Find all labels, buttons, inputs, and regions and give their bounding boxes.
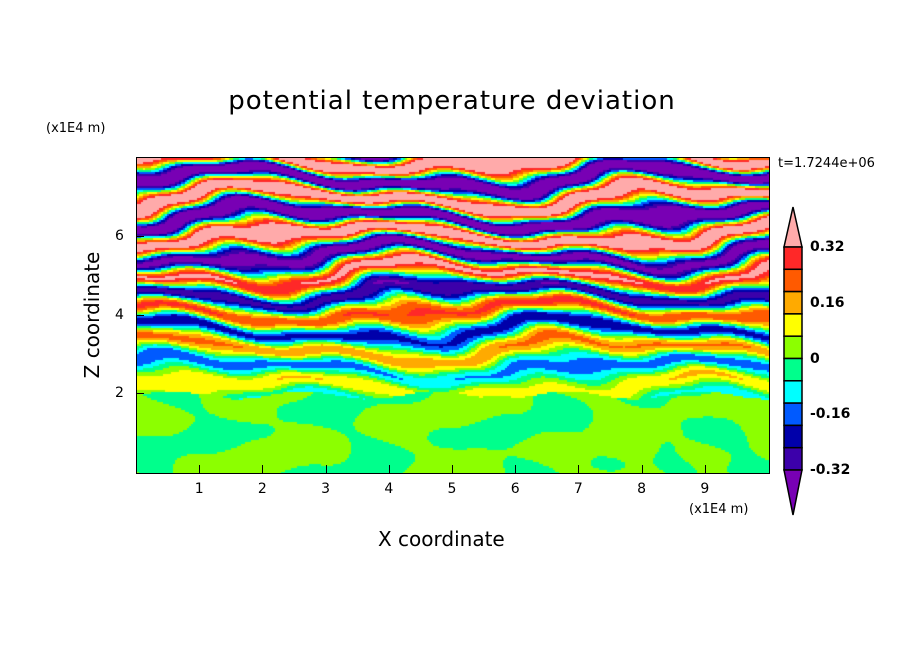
z-unit-label: (x1E4 m) xyxy=(46,121,106,136)
colorbar-label: 0.32 xyxy=(810,239,845,255)
y-tick-label: 6 xyxy=(115,227,124,244)
x-tick xyxy=(452,465,453,473)
colorbar-cell xyxy=(783,268,803,293)
colorbar-cell xyxy=(783,380,803,404)
x-tick-label: 6 xyxy=(510,481,520,497)
time-label: t=1.7244e+06 xyxy=(778,156,875,171)
chart-title: potential temperature deviation xyxy=(228,86,676,116)
colorbar-cell xyxy=(783,446,803,471)
x-tick-label: 7 xyxy=(573,481,583,497)
x-tick xyxy=(325,465,327,473)
x-tick xyxy=(388,465,390,473)
contour-field xyxy=(136,157,770,474)
colorbar-cell xyxy=(783,357,803,382)
y-tick xyxy=(136,314,144,316)
x-tick-label: 4 xyxy=(384,481,394,497)
y-tick-label: 2 xyxy=(115,385,124,402)
x-tick xyxy=(515,465,517,473)
x-axis-label: X coordinate xyxy=(378,527,505,551)
colorbar-cell xyxy=(783,335,803,360)
x-tick xyxy=(641,465,643,473)
x-tick xyxy=(262,465,264,473)
x-tick xyxy=(199,465,201,473)
colorbar-label: -0.16 xyxy=(810,406,851,423)
colorbar-cell xyxy=(783,290,803,315)
x-tick xyxy=(578,465,580,473)
colorbar-label: 0.16 xyxy=(810,294,845,311)
colorbar-cell xyxy=(783,246,803,271)
x-tick-label: 9 xyxy=(700,481,710,497)
colorbar-label: -0.32 xyxy=(810,462,851,478)
y-tick xyxy=(136,393,144,395)
x-tick-label: 5 xyxy=(447,481,457,497)
colorbar-cell xyxy=(783,313,803,337)
x-tick-label: 1 xyxy=(194,481,204,497)
colorbar-cell xyxy=(783,424,803,449)
colorbar-cell xyxy=(783,402,803,427)
colorbar-bottom-triangle xyxy=(783,469,803,516)
colorbar-top-triangle xyxy=(783,206,803,248)
x-tick-label: 2 xyxy=(257,481,267,497)
y-tick xyxy=(136,235,144,237)
x-tick xyxy=(704,465,706,473)
x-tick-label: 8 xyxy=(637,481,647,497)
x-tick-label: 3 xyxy=(321,481,331,497)
y-tick-label: 4 xyxy=(115,306,124,323)
colorbar-label: 0 xyxy=(810,350,820,367)
x-unit-label: (x1E4 m) xyxy=(689,502,749,517)
